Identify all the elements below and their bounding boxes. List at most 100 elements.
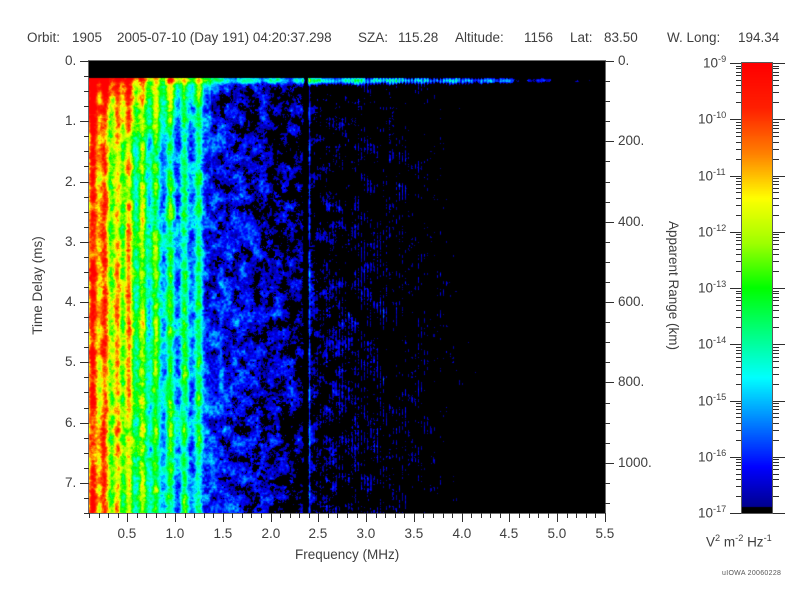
colorbar-tick-minor: [773, 244, 779, 245]
colorbar-tick-minor: [773, 479, 779, 480]
x-tick-label: 1.5: [213, 526, 233, 541]
colorbar-tick-minor: [736, 350, 742, 351]
x-tick-minor: [376, 513, 377, 518]
colorbar-tick-minor: [773, 347, 779, 348]
x-tick-label: 5.0: [547, 526, 567, 541]
y-tick-minor: [84, 438, 89, 439]
colorbar-tick-minor: [736, 327, 742, 328]
colorbar-tick-minor: [736, 417, 742, 418]
x-tick-major: [318, 513, 319, 522]
colorbar-tick-label: 10-11: [698, 167, 726, 184]
x-tick-minor: [481, 513, 482, 518]
x-tick-minor: [232, 513, 233, 518]
unit-hz-exponent: -1: [763, 533, 772, 543]
orbit-label: Orbit:: [27, 30, 61, 45]
x-tick-minor: [357, 513, 358, 518]
y-tick-minor: [84, 91, 89, 92]
x-tick-minor: [146, 513, 147, 518]
colorbar-tick-minor: [773, 271, 779, 272]
colorbar-tick-minor: [736, 423, 742, 424]
y-tick-major: [80, 242, 89, 243]
colorbar-tick-minor: [773, 92, 779, 93]
x-tick-label: 3.5: [404, 526, 424, 541]
x-tick-minor: [251, 513, 252, 518]
colorbar-tick-minor: [736, 85, 742, 86]
y-tick-minor: [84, 377, 89, 378]
x-tick-major: [127, 513, 128, 522]
y-tick-major: [80, 182, 89, 183]
latitude-label: Lat:: [570, 30, 593, 45]
colorbar-tick-minor: [736, 184, 742, 185]
x-tick-label: 1.0: [165, 526, 185, 541]
x-tick-minor: [299, 513, 300, 518]
y-tick-label: 3.: [65, 234, 77, 249]
y2-tick-major: [605, 302, 614, 303]
colorbar-tick-minor: [736, 261, 742, 262]
colorbar-tick-minor: [736, 459, 742, 460]
y-tick-major: [80, 121, 89, 122]
x-tick-minor: [213, 513, 214, 518]
colorbar-tick-major: [773, 232, 785, 233]
y2-tick-minor: [605, 182, 610, 183]
colorbar-tick-minor: [773, 142, 779, 143]
colorbar-tick-label: 10-14: [698, 335, 727, 352]
x-tick-minor: [519, 513, 520, 518]
colorbar: [741, 62, 773, 514]
colorbar-tick-minor: [773, 300, 779, 301]
colorbar-tick-label: 10-12: [698, 223, 727, 240]
y-tick-minor: [84, 227, 89, 228]
colorbar-tick-minor: [773, 406, 779, 407]
y-tick-minor: [84, 347, 89, 348]
y2-tick-minor: [605, 342, 610, 343]
x-tick-minor: [185, 513, 186, 518]
y-tick-minor: [84, 106, 89, 107]
colorbar-tick-minor: [736, 128, 742, 129]
x-tick-minor: [280, 513, 281, 518]
y2-tick-major: [605, 61, 614, 62]
header-metadata: Orbit: 1905 2005-07-10 (Day 191) 04:20:3…: [0, 30, 800, 50]
colorbar-tick-minor: [773, 181, 779, 182]
colorbar-tick-major: [730, 513, 742, 514]
x-tick-minor: [89, 513, 90, 518]
colorbar-tick-minor: [773, 486, 779, 487]
colorbar-tick-minor: [773, 293, 779, 294]
colorbar-tick-minor: [736, 80, 742, 81]
x-tick-label: 4.0: [452, 526, 472, 541]
colorbar-tick-minor: [773, 125, 779, 126]
colorbar-tick-minor: [736, 132, 742, 133]
colorbar-tick-major: [773, 176, 785, 177]
y2-tick-label: 0.: [618, 53, 630, 68]
colorbar-tick-minor: [736, 92, 742, 93]
unit-v-exponent: 2: [715, 533, 721, 543]
altitude-label: Altitude:: [455, 30, 504, 45]
colorbar-tick-minor: [773, 261, 779, 262]
y2-tick-major: [605, 222, 614, 223]
colorbar-tick-minor: [773, 413, 779, 414]
colorbar-tick-minor: [773, 128, 779, 129]
y-tick-minor: [84, 287, 89, 288]
colorbar-tick-minor: [736, 198, 742, 199]
colorbar-tick-minor: [773, 474, 779, 475]
colorbar-tick-minor: [773, 75, 779, 76]
colorbar-tick-minor: [736, 215, 742, 216]
colorbar-tick-minor: [736, 361, 742, 362]
x-tick-major: [509, 513, 510, 522]
y-tick-minor: [84, 408, 89, 409]
colorbar-tick-minor: [773, 327, 779, 328]
x-tick-minor: [156, 513, 157, 518]
colorbar-tick-minor: [773, 237, 779, 238]
colorbar-tick-label: 10-10: [698, 110, 727, 127]
x-tick-major: [366, 513, 367, 522]
colorbar-tick-minor: [736, 305, 742, 306]
colorbar-tick-minor: [736, 496, 742, 497]
colorbar-tick-minor: [773, 102, 779, 103]
x-tick-minor: [490, 513, 491, 518]
colorbar-tick-minor: [773, 423, 779, 424]
colorbar-tick-label: 10-15: [698, 392, 727, 409]
colorbar-tick-minor: [773, 254, 779, 255]
x-tick-minor: [433, 513, 434, 518]
y-tick-label: 5.: [65, 354, 77, 369]
x-tick-major: [223, 513, 224, 522]
y2-tick-label: 1000.: [618, 455, 652, 470]
colorbar-tick-minor: [773, 367, 779, 368]
